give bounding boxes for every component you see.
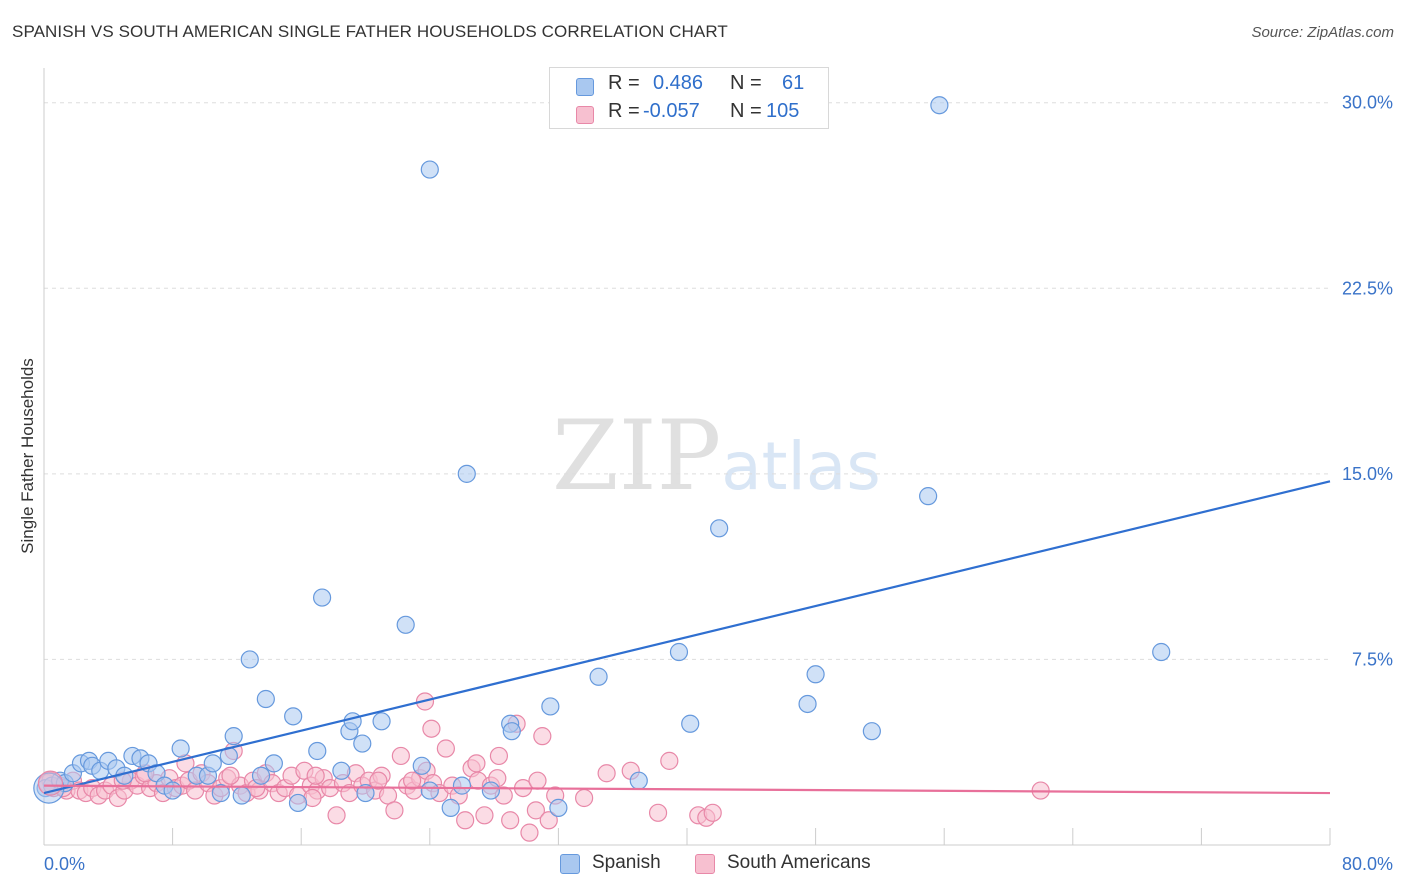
trendline-spanish [43,480,1331,795]
source-label: Source: ZipAtlas.com [1251,24,1394,41]
y-tick-label: 15.0% [1342,464,1393,484]
bottom-legend-swatch-south-americans [695,854,715,874]
point-spanish [232,786,251,805]
point-spanish [1152,642,1171,662]
point-spanish [343,712,362,731]
point-south-americans [489,746,509,766]
legend-r-label: R = [608,100,640,122]
legend-swatch-spanish [576,78,594,96]
point-south-americans [526,801,545,820]
point-spanish [396,615,415,634]
point-spanish [452,776,472,795]
point-spanish [549,798,568,817]
point-spanish [308,741,327,761]
point-south-americans [520,823,539,842]
chart-title: SPANISH VS SOUTH AMERICAN SINGLE FATHER … [12,22,728,41]
point-south-americans [403,771,422,790]
point-south-americans [456,811,475,830]
point-south-americans [575,788,594,808]
point-south-americans [306,766,325,785]
legend-n-label: N = [730,72,762,94]
legend-row-south-americans: R = -0.057 N = 105 [550,100,828,128]
legend-r-value: -0.057 [643,100,700,122]
point-spanish [356,783,375,803]
legend-n-label: N = [730,100,762,122]
point-spanish [710,519,729,538]
point-south-americans [369,771,388,790]
point-spanish [541,697,560,716]
x-tick-label: 80.0% [1342,854,1393,874]
point-spanish [163,781,182,800]
legend-r-label: R = [608,72,640,94]
point-spanish [681,714,700,733]
point-spanish [502,722,521,741]
watermark: ZIPatlas [552,400,881,512]
point-spanish [211,783,230,803]
point-spanish [629,771,648,790]
point-south-americans [436,739,455,758]
y-tick-label: 22.5% [1342,278,1393,298]
point-south-americans [385,801,404,820]
point-spanish [930,96,949,115]
y-tick-label: 30.0% [1342,93,1393,113]
point-spanish [481,781,500,800]
point-spanish [669,642,689,662]
correlation-legend: R = 0.486 N = 61 R = -0.057 N = 105 [549,67,829,129]
point-spanish [284,707,303,726]
point-spanish [919,487,938,506]
watermark-zip: ZIP [552,400,722,512]
point-spanish [372,712,391,731]
y-axis-label: Single Father Households [18,358,37,554]
point-south-americans [221,766,240,785]
trendline-south-americans [43,784,1331,795]
point-spanish [256,689,275,709]
point-spanish [288,793,308,813]
point-south-americans [422,719,441,738]
point-spanish [589,667,608,686]
point-spanish [240,650,259,669]
point-south-americans [597,764,616,783]
y-tick-label: 7.5% [1352,649,1393,669]
watermark-atlas: atlas [721,428,881,505]
point-south-americans [528,771,547,790]
x-tick-label: 0.0% [44,854,85,874]
point-spanish [798,694,817,714]
point-spanish [171,739,190,758]
point-south-americans [475,806,494,825]
point-south-americans [539,811,558,830]
point-south-americans [327,806,346,825]
point-spanish [441,798,460,817]
point-spanish [457,464,476,483]
point-south-americans [391,746,410,766]
point-spanish [862,722,881,741]
point-south-americans [703,803,722,822]
legend-n-value: 105 [766,100,800,122]
point-spanish [332,761,351,780]
point-spanish [312,588,332,607]
point-south-americans [501,811,520,830]
point-spanish [353,734,372,753]
legend-swatch-south-americans [576,106,594,124]
point-spanish [264,754,283,773]
point-spanish [420,160,439,179]
point-spanish [203,754,222,773]
point-spanish [224,727,243,746]
bottom-legend-label-spanish: Spanish [592,852,661,873]
bottom-legend-swatch-spanish [560,854,580,874]
point-spanish [412,756,431,775]
point-south-americans [660,751,679,770]
legend-r-value: 0.486 [653,72,704,94]
point-spanish [420,781,439,800]
point-south-americans [533,727,552,746]
point-south-americans [648,803,668,822]
legend-n-value: 61 [782,72,805,94]
legend-row-spanish: R = 0.486 N = 61 [550,72,828,100]
point-spanish [806,665,825,684]
point-spanish [251,766,271,785]
point-south-americans [467,754,486,773]
bottom-legend-label-south-americans: South Americans [727,852,871,873]
